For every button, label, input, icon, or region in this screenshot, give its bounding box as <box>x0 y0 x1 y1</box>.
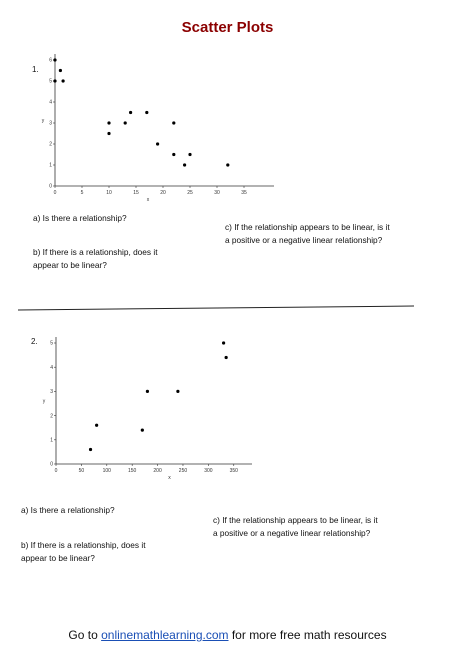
problem-2-question-a: a) Is there a relationship? <box>21 505 115 515</box>
x-tick-label: 0 <box>55 468 58 474</box>
x-tick-label: 350 <box>230 468 239 474</box>
data-point <box>107 131 111 136</box>
y-tick-label: 5 <box>50 341 53 347</box>
data-point <box>95 423 99 427</box>
y-tick-label: 3 <box>50 389 53 395</box>
footer-suffix: for more free math resources <box>228 628 387 642</box>
data-point <box>58 68 62 73</box>
data-point <box>140 428 144 432</box>
problem-1-question-b-line-1: b) If there is a relationship, does it <box>33 247 158 257</box>
data-point <box>176 389 180 393</box>
y-tick-label: 1 <box>50 438 53 444</box>
x-tick-label: 35 <box>241 190 247 196</box>
page-title: Scatter Plots <box>181 19 274 36</box>
x-axis-label: x <box>147 197 150 202</box>
data-point <box>172 121 176 125</box>
x-tick-label: 30 <box>214 190 220 196</box>
x-tick-label: 200 <box>153 468 162 474</box>
footer: Go to onlinemathlearning.com for more fr… <box>0 628 455 642</box>
problem-2-question-c-line-1: c) If the relationship appears to be lin… <box>213 515 378 525</box>
problem-1-question-c-line-1: c) If the relationship appears to be lin… <box>225 222 390 232</box>
problem-2-question-b-line-1: b) If there is a relationship, does it <box>21 540 146 550</box>
x-tick-label: 150 <box>128 468 137 474</box>
problem-2-question-c-line-2: a positive or a negative linear relation… <box>213 528 371 538</box>
data-point <box>156 142 160 146</box>
y-tick-label: 2 <box>49 142 52 148</box>
footer-prefix: Go to <box>68 628 102 642</box>
data-point <box>123 121 127 125</box>
data-point <box>172 152 176 157</box>
y-tick-label: 1 <box>49 163 52 169</box>
x-tick-label: 25 <box>187 190 193 196</box>
data-point <box>88 447 93 452</box>
problem-1-number: 1. <box>32 65 39 74</box>
problem-1-question-a: a) Is there a relationship? <box>33 213 127 223</box>
x-tick-label: 5 <box>81 190 84 196</box>
problem-2-number: 2. <box>31 337 38 346</box>
data-point <box>61 79 65 83</box>
x-tick-label: 300 <box>204 468 213 474</box>
y-tick-label: 0 <box>50 462 53 468</box>
x-tick-label: 100 <box>103 468 112 474</box>
data-point <box>188 152 192 157</box>
problem-2-question-b-line-2: appear to be linear? <box>21 553 95 563</box>
x-tick-label: 20 <box>160 190 166 196</box>
y-axis-label: y <box>43 399 46 405</box>
y-tick-label: 5 <box>49 79 52 85</box>
data-point <box>183 163 187 167</box>
data-point <box>222 341 226 345</box>
y-tick-label: 6 <box>49 58 52 64</box>
data-point <box>107 121 111 125</box>
data-point <box>224 355 228 360</box>
data-point <box>145 110 149 115</box>
section-divider <box>18 305 415 311</box>
x-axis-label: x <box>168 475 171 481</box>
x-tick-label: 15 <box>133 190 139 196</box>
y-axis-label: y <box>42 118 45 124</box>
y-tick-label: 0 <box>49 184 52 190</box>
y-tick-label: 4 <box>50 365 53 371</box>
data-point <box>226 163 230 167</box>
data-point <box>129 110 133 115</box>
y-tick-label: 3 <box>49 121 52 127</box>
x-tick-label: 10 <box>106 190 112 196</box>
y-tick-label: 2 <box>50 413 53 419</box>
x-tick-label: 250 <box>179 468 188 474</box>
scatter-plot-2: 0 50 100 150 200 250 300 350 0 1 2 3 4 5 x y <box>43 337 252 481</box>
x-tick-label: 50 <box>79 468 85 474</box>
data-point <box>53 79 57 83</box>
problem-1-question-b-line-2: appear to be linear? <box>33 260 107 270</box>
y-tick-label: 4 <box>49 100 52 106</box>
footer-link[interactable]: onlinemathlearning.com <box>101 628 229 642</box>
data-point <box>145 389 150 393</box>
data-point <box>53 58 57 62</box>
x-tick-label: 0 <box>54 190 57 196</box>
scatter-plot-1: 0 5 10 15 20 25 30 35 0 1 2 3 4 5 6 x y <box>42 54 274 202</box>
problem-1-question-c-line-2: a positive or a negative linear relation… <box>225 235 383 245</box>
